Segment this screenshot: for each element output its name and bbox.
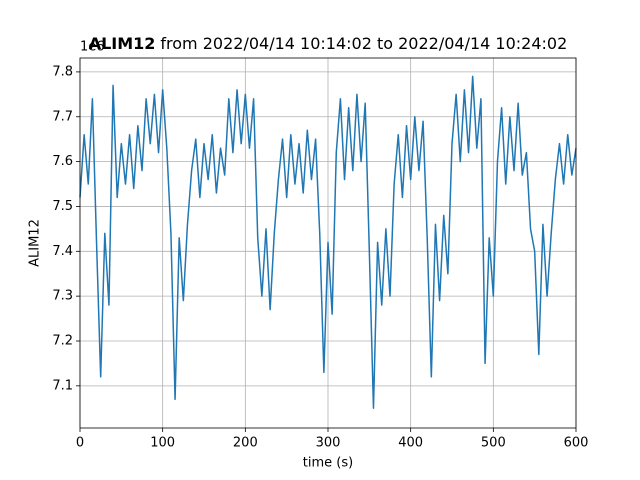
y-tick-label: 7.7 xyxy=(52,109,73,124)
y-tick-label: 7.4 xyxy=(52,244,73,259)
y-tick-label: 7.6 xyxy=(52,154,73,169)
y-tick-label: 7.1 xyxy=(52,378,73,393)
title-text: from 2022/04/14 10:14:02 to 2022/04/14 1… xyxy=(160,34,567,53)
axes-frame xyxy=(79,57,577,429)
y-tick-label: 7.5 xyxy=(52,199,73,214)
x-tick-label: 0 xyxy=(76,436,84,451)
x-tick-label: 200 xyxy=(233,436,258,451)
y-axis-label: ALIM12 xyxy=(28,219,43,267)
y-tick-label: 7.8 xyxy=(52,64,73,79)
y-tick-label: 7.3 xyxy=(52,289,73,304)
x-tick-label: 300 xyxy=(316,436,341,451)
x-tick-label: 100 xyxy=(150,436,175,451)
y-offset-label: 1e6 xyxy=(80,40,105,55)
title-variable: ALIM12 xyxy=(89,34,156,53)
x-tick-label: 500 xyxy=(481,436,506,451)
chart-title: ALIM12 from 2022/04/14 10:14:02 to 2022/0… xyxy=(89,34,568,53)
y-tick-label: 7.2 xyxy=(52,333,73,348)
x-tick-label: 600 xyxy=(564,436,589,451)
x-axis-label: time (s) xyxy=(303,456,353,471)
data-line xyxy=(79,75,577,410)
x-tick-label: 400 xyxy=(398,436,423,451)
